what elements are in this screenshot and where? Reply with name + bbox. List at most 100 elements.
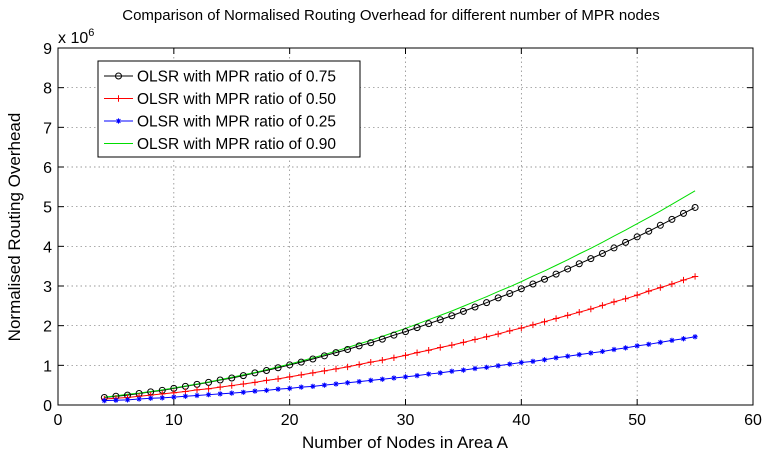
- x-tick-label: 60: [744, 412, 762, 429]
- y-tick-label: 1: [43, 358, 52, 375]
- y-multiplier-base: x 10: [58, 30, 88, 47]
- data-point-plus: [413, 349, 421, 356]
- data-point-circle: [506, 290, 514, 298]
- data-point-star: [252, 388, 258, 394]
- data-point-star: [437, 370, 443, 376]
- data-point-star: [402, 374, 409, 380]
- data-point-star: [692, 334, 698, 340]
- data-point-star: [321, 382, 328, 388]
- data-point-circle: [320, 352, 328, 360]
- data-point-plus: [564, 312, 571, 319]
- data-point-circle: [205, 378, 213, 386]
- data-point-circle: [297, 358, 305, 366]
- data-point-plus: [402, 352, 409, 359]
- tick-labels: 0 10 20 30 40 50 60 0 1 2 3 4 5 6 7 8 9: [43, 41, 762, 429]
- data-point-circle: [413, 324, 421, 332]
- data-point-star: [611, 346, 617, 353]
- data-point-circle: [564, 265, 572, 273]
- data-point-circle: [471, 303, 479, 311]
- data-point-plus: [645, 287, 652, 295]
- y-tick-label: 3: [43, 279, 52, 296]
- y-tick-label: 4: [43, 239, 52, 256]
- data-point-plus: [390, 354, 398, 361]
- legend-label-0: OLSR with MPR ratio of 0.75: [137, 69, 336, 86]
- data-point-star: [182, 393, 189, 399]
- data-point-star: [124, 397, 131, 403]
- data-point-circle: [633, 233, 641, 241]
- x-tick-label: 0: [54, 412, 63, 429]
- data-point-star: [530, 358, 536, 364]
- data-point-plus: [263, 377, 270, 384]
- data-point-plus: [680, 276, 687, 284]
- data-point-plus: [587, 305, 595, 313]
- data-point-star: [622, 345, 629, 351]
- data-point-plus: [321, 367, 328, 375]
- legend-box: [97, 60, 361, 158]
- data-point-circle: [228, 374, 236, 382]
- data-point-plus: [506, 327, 513, 335]
- data-point-circle: [483, 299, 491, 307]
- data-point-star: [115, 118, 122, 124]
- y-tick-label: 9: [43, 41, 52, 58]
- data-point-plus: [240, 380, 247, 388]
- data-point-star: [680, 336, 687, 342]
- data-point-star: [148, 395, 154, 401]
- data-point-plus: [460, 339, 467, 346]
- data-point-circle: [656, 221, 664, 229]
- y-tick-label: 8: [43, 81, 52, 98]
- data-point-circle: [668, 215, 676, 223]
- data-point-star: [426, 371, 432, 377]
- data-point-star: [483, 364, 490, 370]
- y-tick-label: 7: [43, 120, 52, 137]
- data-point-star: [136, 396, 142, 402]
- data-point-circle: [115, 72, 122, 80]
- data-point-circle: [459, 307, 467, 315]
- data-point-circle: [355, 342, 363, 350]
- data-point-plus: [379, 356, 386, 364]
- data-point-plus: [251, 379, 259, 386]
- data-point-star: [344, 380, 351, 386]
- data-point-circle: [622, 238, 630, 246]
- x-axis-label: Number of Nodes in Area A: [302, 433, 509, 452]
- data-point-plus: [228, 382, 235, 389]
- x-tick-label: 10: [165, 412, 183, 429]
- data-point-star: [368, 377, 374, 384]
- data-point-plus: [115, 95, 122, 102]
- data-point-plus: [633, 291, 641, 299]
- data-point-circle: [587, 255, 595, 263]
- data-point-star: [460, 367, 467, 373]
- data-point-circle: [529, 280, 537, 288]
- data-point-plus: [529, 321, 537, 329]
- data-point-plus: [471, 336, 479, 343]
- data-point-star: [287, 385, 293, 391]
- data-point-plus: [425, 347, 432, 354]
- data-point-plus: [355, 361, 363, 368]
- data-point-plus: [286, 373, 293, 381]
- x-tick-label: 30: [397, 412, 415, 429]
- data-point-star: [553, 355, 559, 361]
- data-point-plus: [668, 280, 676, 288]
- data-point-circle: [263, 366, 270, 374]
- y-tick-label: 6: [43, 160, 52, 177]
- series-line-1: [104, 276, 696, 400]
- data-point-star: [113, 397, 119, 403]
- data-point-star: [576, 352, 582, 358]
- axis-ticks: [57, 47, 754, 406]
- data-point-circle: [332, 349, 340, 357]
- data-point-plus: [274, 375, 282, 383]
- data-point-star: [495, 363, 501, 369]
- series-line-3: [104, 190, 696, 398]
- data-point-star: [240, 389, 246, 395]
- data-point-circle: [552, 270, 560, 278]
- data-point-circle: [390, 331, 398, 339]
- data-point-circle: [575, 260, 583, 268]
- data-point-star: [275, 386, 281, 392]
- data-point-star: [159, 395, 165, 401]
- x-tick-label: 50: [628, 412, 646, 429]
- legend-label-1: OLSR with MPR ratio of 0.50: [137, 91, 336, 108]
- data-point-plus: [367, 358, 374, 366]
- data-point-star: [599, 348, 606, 355]
- data-point-star: [298, 384, 304, 390]
- data-point-star: [518, 359, 524, 366]
- data-point-circle: [436, 316, 444, 324]
